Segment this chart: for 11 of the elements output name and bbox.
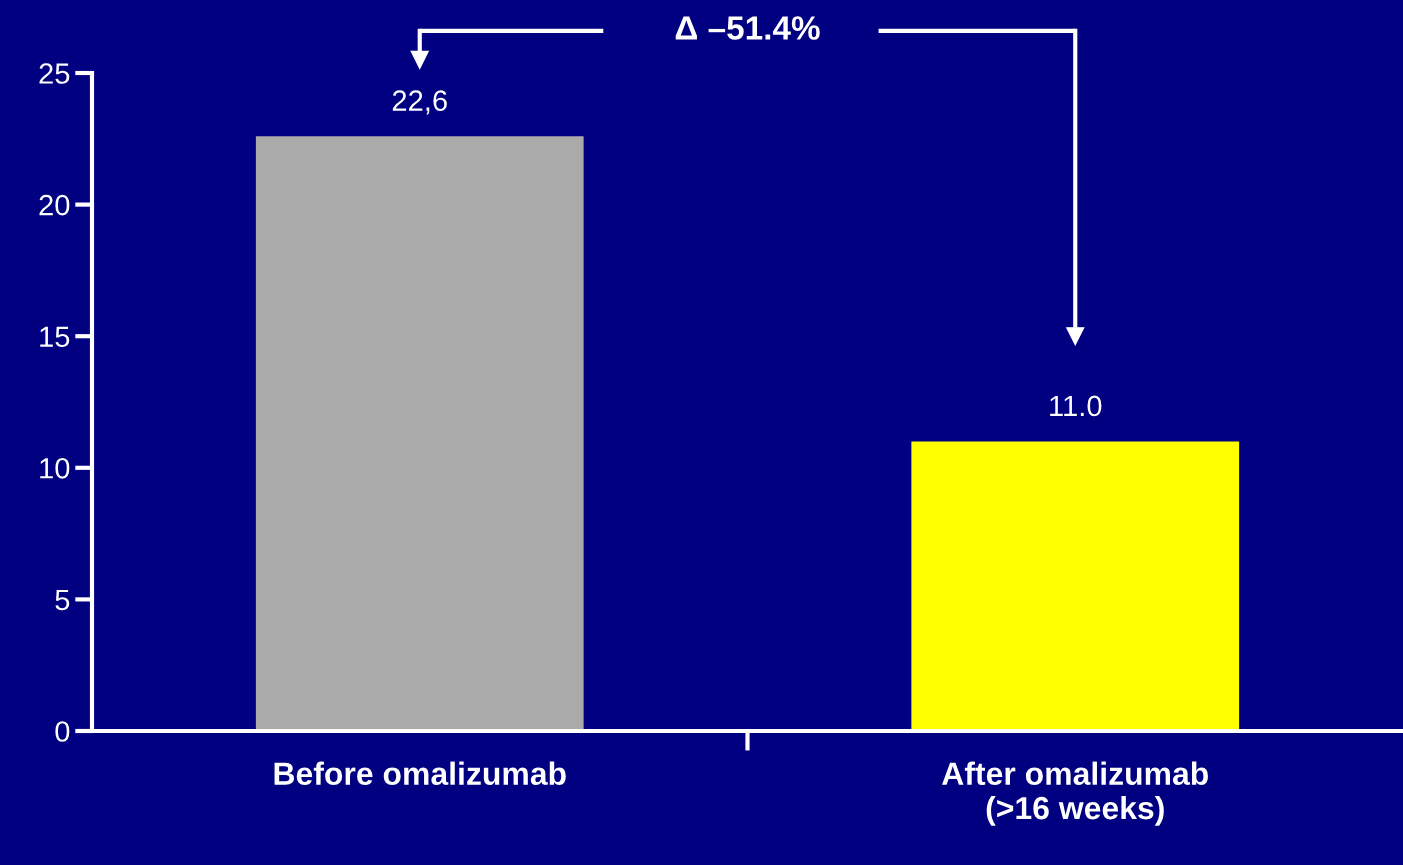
- y-tick-label: 15: [40, 326, 70, 348]
- text: Δ –51.4%: [675, 16, 820, 40]
- y-tick-label: 0: [55, 721, 70, 742]
- data-label: 22,6: [392, 90, 447, 115]
- x-tick-label: Before omalizumab: [274, 761, 566, 786]
- y-tick-label: 5: [55, 589, 70, 611]
- data-label: 11.0: [1050, 395, 1102, 417]
- y-tick-label: 20: [39, 194, 70, 216]
- x-tick-label: After omalizumab (>16 weeks): [942, 761, 1208, 826]
- y-tick-label: 10: [40, 458, 70, 479]
- y-tick-label: 25: [39, 63, 70, 84]
